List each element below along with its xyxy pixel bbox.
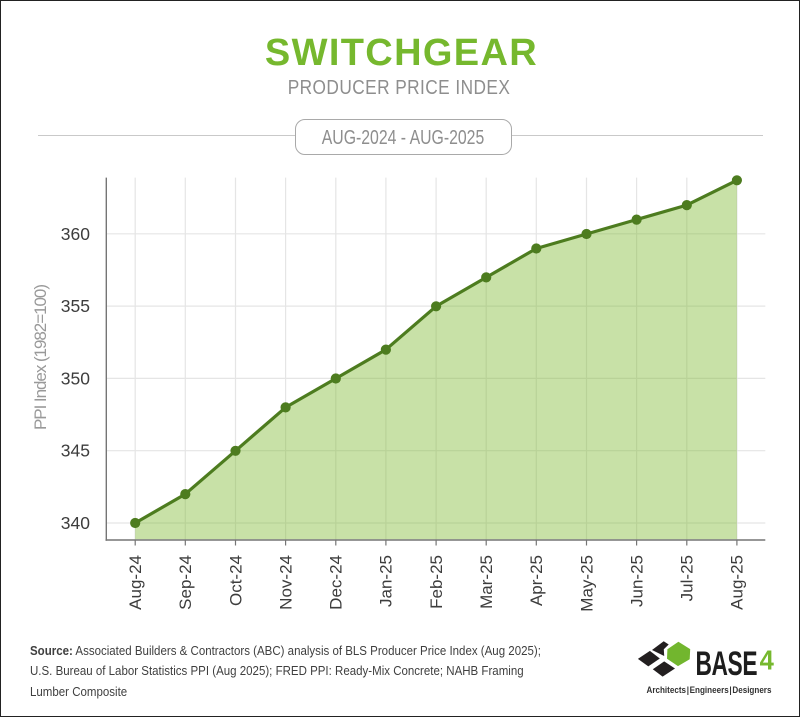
svg-text:Sep-24: Sep-24 <box>176 555 195 610</box>
svg-text:Apr-25: Apr-25 <box>527 555 546 606</box>
svg-text:Jul-25: Jul-25 <box>678 555 697 601</box>
svg-text:PPI Index (1982=100): PPI Index (1982=100) <box>31 284 50 430</box>
svg-text:Nov-24: Nov-24 <box>276 555 295 610</box>
svg-text:Jan-25: Jan-25 <box>377 555 396 607</box>
svg-text:Mar-25: Mar-25 <box>477 555 496 609</box>
svg-text:Oct-24: Oct-24 <box>226 555 245 606</box>
svg-text:350: 350 <box>61 368 90 388</box>
svg-text:355: 355 <box>61 296 90 316</box>
svg-text:4: 4 <box>760 645 774 676</box>
svg-text:360: 360 <box>61 224 90 244</box>
svg-text:Feb-25: Feb-25 <box>427 555 446 609</box>
svg-text:BASE: BASE <box>696 645 758 683</box>
svg-text:Architects | Engineers | Desig: Architects | Engineers | Designers <box>647 684 772 695</box>
svg-text:May-25: May-25 <box>577 555 596 612</box>
svg-text:345: 345 <box>61 441 90 461</box>
svg-text:Aug-24: Aug-24 <box>126 555 145 610</box>
svg-text:340: 340 <box>61 513 90 533</box>
svg-text:Aug-25: Aug-25 <box>728 555 747 610</box>
svg-text:Dec-24: Dec-24 <box>327 555 346 610</box>
svg-text:Jun-25: Jun-25 <box>627 555 646 607</box>
